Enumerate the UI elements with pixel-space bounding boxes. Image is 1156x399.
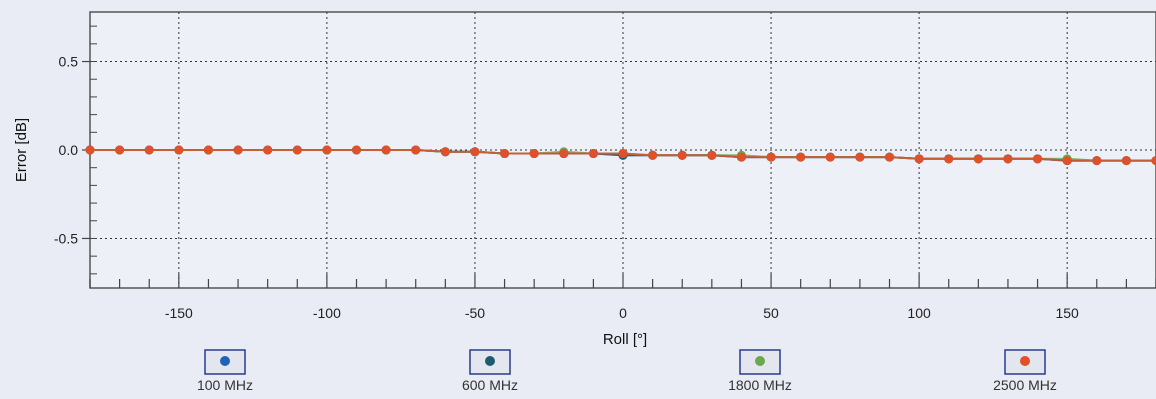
data-point <box>144 145 154 155</box>
data-point <box>914 154 924 164</box>
data-point <box>707 150 717 160</box>
data-point <box>885 152 894 162</box>
data-point <box>500 149 510 159</box>
data-point <box>529 149 539 159</box>
legend-label: 600 MHz <box>462 377 518 393</box>
x-tick-label: 150 <box>1055 305 1079 321</box>
legend-marker <box>755 356 765 366</box>
data-point <box>470 147 480 157</box>
y-tick-labels: 0.5 0.0 -0.5 <box>54 54 78 247</box>
data-point <box>440 147 450 157</box>
data-point <box>1003 154 1013 164</box>
x-tick-label: 100 <box>907 305 931 321</box>
data-point <box>115 145 125 155</box>
data-point <box>825 152 835 162</box>
grid <box>90 12 1156 288</box>
legend: 100 MHz 600 MHz 1800 MHz 2500 MHz <box>197 349 1057 393</box>
legend-marker <box>485 356 495 366</box>
data-point <box>944 154 954 164</box>
data-point <box>85 145 95 155</box>
x-axis-title: Roll [°] <box>603 331 647 348</box>
data-point <box>381 145 391 155</box>
data-point <box>263 145 273 155</box>
legend-label: 2500 MHz <box>993 377 1057 393</box>
data-point <box>1151 156 1156 166</box>
x-tick-labels: -150 -100 -50 0 50 100 150 <box>165 305 1079 321</box>
data-point <box>766 152 776 162</box>
data-point <box>322 145 332 155</box>
x-tick-label: 50 <box>763 305 779 321</box>
x-tick-label: -100 <box>313 305 341 321</box>
legend-marker <box>220 356 230 366</box>
data-point <box>411 145 421 155</box>
data-point <box>1092 156 1102 166</box>
legend-label: 100 MHz <box>197 377 253 393</box>
data-point <box>618 149 628 159</box>
data-point <box>233 145 243 155</box>
data-point <box>796 152 806 162</box>
data-point <box>292 145 302 155</box>
data-point <box>559 149 569 159</box>
y-tick-label: 0.5 <box>59 54 79 70</box>
series-points <box>85 145 1156 166</box>
y-axis-title: Error [dB] <box>13 118 30 182</box>
legend-label: 1800 MHz <box>728 377 792 393</box>
data-point <box>677 150 687 160</box>
data-point <box>352 145 361 155</box>
data-point <box>588 149 598 159</box>
x-tick-label: -150 <box>165 305 193 321</box>
x-tick-label: -50 <box>465 305 485 321</box>
y-tick-label: -0.5 <box>54 230 78 246</box>
data-point <box>973 154 983 164</box>
data-point <box>1121 156 1131 166</box>
data-point <box>1062 156 1072 166</box>
data-point <box>203 145 213 155</box>
y-tick-label: 0.0 <box>59 142 79 158</box>
legend-marker <box>1020 356 1030 366</box>
x-tick-label: 0 <box>619 305 627 321</box>
data-point <box>736 152 746 162</box>
data-point <box>648 150 658 160</box>
data-point <box>1033 154 1043 164</box>
data-point <box>174 145 184 155</box>
axis-ticks <box>82 25 1156 288</box>
data-point <box>855 152 865 162</box>
